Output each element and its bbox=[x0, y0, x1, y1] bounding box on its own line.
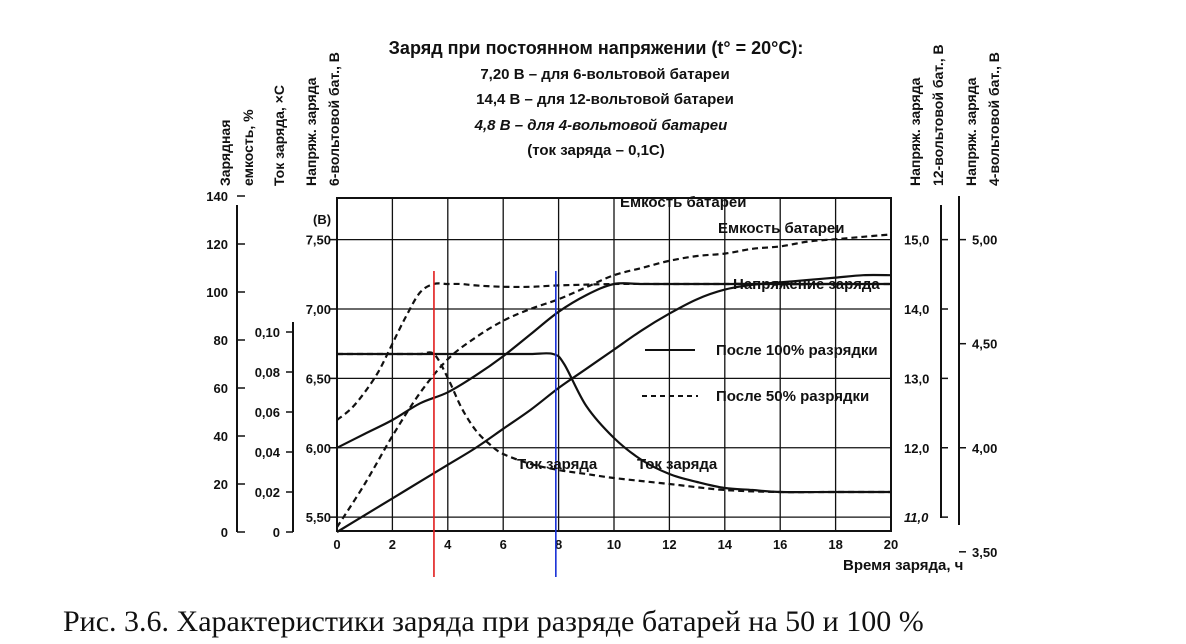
capacity-axis-label-line1: Зарядная bbox=[217, 120, 233, 186]
volt6-axis-tick-label: 5,50 bbox=[306, 510, 331, 525]
volt12-axis-label-line1: Напряж. заряда bbox=[907, 77, 923, 186]
current-axis-tick-label: 0,06 bbox=[255, 405, 280, 420]
header-line-4v: 4,8 В – для 4-вольтовой батареи bbox=[474, 117, 728, 134]
current-axis-tick-label: 0 bbox=[273, 525, 280, 540]
x-axis-label: Время заряда, ч bbox=[843, 557, 963, 574]
capacity-axis-tick-label: 100 bbox=[206, 285, 228, 300]
axis-ticks: 1401201008060402000,100,080,060,040,0207… bbox=[206, 189, 997, 560]
x-axis-tick-label: 4 bbox=[444, 537, 452, 552]
x-axis-tick-label: 20 bbox=[884, 537, 898, 552]
inner-unit-label: (В) bbox=[313, 212, 331, 227]
capacity-axis-tick-label: 40 bbox=[214, 429, 228, 444]
annotation-capacity-solid: Емкость батареи bbox=[718, 220, 844, 237]
current-dashed-series bbox=[336, 351, 891, 494]
volt6-axis-tick-label: 6,00 bbox=[306, 441, 331, 456]
x-axis-tick-label: 0 bbox=[333, 537, 340, 552]
annotation-charge-voltage: Напряжение заряда bbox=[733, 276, 880, 293]
capacity-solid-series bbox=[336, 273, 892, 533]
grid bbox=[337, 198, 891, 531]
x-axis-tick-label: 6 bbox=[500, 537, 507, 552]
legend-solid-label: После 100% разрядки bbox=[716, 342, 878, 359]
current-axis-tick-label: 0,02 bbox=[255, 485, 280, 500]
volt12-axis-tick-label: 12,0 bbox=[904, 441, 929, 456]
header-line-6v: 7,20 В – для 6-вольтовой батареи bbox=[480, 66, 729, 83]
x-axis-tick-label: 2 bbox=[389, 537, 396, 552]
volt6-axis-tick-label: 7,00 bbox=[306, 302, 331, 317]
volt12-axis-tick-label: 14,0 bbox=[904, 302, 929, 317]
volt12-axis-tick-label: 13,0 bbox=[904, 371, 929, 386]
x-axis-tick-label: 16 bbox=[773, 537, 787, 552]
capacity-axis-tick-label: 80 bbox=[214, 333, 228, 348]
header-line-12v: 14,4 В – для 12-вольтовой батареи bbox=[476, 91, 734, 108]
annotation-capacity-dashed: Емкость батареи bbox=[620, 194, 746, 211]
capacity-dashed-series bbox=[336, 233, 892, 528]
current-axis-label: Ток заряда, ×C bbox=[271, 85, 287, 186]
series-group bbox=[336, 233, 892, 533]
figure-caption: Рис. 3.6. Характеристики заряда при разр… bbox=[63, 605, 924, 638]
volt12-axis-tick-label: 15,0 bbox=[904, 233, 929, 248]
x-axis-tick-label: 10 bbox=[607, 537, 621, 552]
x-axis-tick-label: 18 bbox=[828, 537, 842, 552]
x-axis-tick-label: 8 bbox=[555, 537, 562, 552]
capacity-axis-tick-label: 0 bbox=[221, 525, 228, 540]
capacity-axis-tick-label: 140 bbox=[206, 189, 228, 204]
chart-title: Заряд при постоянном напряжении (t° = 20… bbox=[389, 38, 804, 58]
x-axis-tick-label: 14 bbox=[718, 537, 733, 552]
current-axis-tick-label: 0,04 bbox=[255, 445, 281, 460]
volt4-axis-label-line2: 4-вольтовой бат., В bbox=[986, 52, 1002, 186]
volt4-axis-tick-label: 5,00 bbox=[972, 233, 997, 248]
capacity-axis-tick-label: 120 bbox=[206, 237, 228, 252]
volt4-axis-tick-label: 4,50 bbox=[972, 337, 997, 352]
volt6-axis-label-line1: Напряж. заряда bbox=[303, 77, 319, 186]
current-axis-tick-label: 0,08 bbox=[255, 365, 280, 380]
volt12-axis-tick-label: 11,0 bbox=[904, 510, 929, 525]
x-axis-tick-label: 12 bbox=[662, 537, 676, 552]
current-axis-tick-label: 0,10 bbox=[255, 325, 280, 340]
legend-dashed-label: После 50% разрядки bbox=[716, 388, 869, 405]
capacity-axis-label-line2: емкость, % bbox=[240, 109, 256, 186]
volt6-axis-tick-label: 7,50 bbox=[306, 233, 331, 248]
volt4-axis-tick-label: 3,50 bbox=[972, 545, 997, 560]
marker-lines bbox=[433, 271, 557, 577]
header-line-current: (ток заряда – 0,1C) bbox=[527, 142, 665, 159]
volt6-dashed-series bbox=[336, 282, 891, 421]
annotation-current-solid: Ток заряда bbox=[637, 456, 718, 473]
volt4-axis-tick-label: 4,00 bbox=[972, 441, 997, 456]
annotation-current-dashed: Ток заряда bbox=[517, 456, 598, 473]
capacity-axis-tick-label: 60 bbox=[214, 381, 228, 396]
capacity-axis-tick-label: 20 bbox=[214, 477, 228, 492]
volt6-axis-label-line2: 6-вольтовой бат., В bbox=[326, 52, 342, 186]
volt12-axis-label-line2: 12-вольтовой бат., В bbox=[930, 44, 946, 186]
volt4-axis-label-line1: Напряж. заряда bbox=[963, 77, 979, 186]
volt6-axis-tick-label: 6,50 bbox=[306, 371, 331, 386]
